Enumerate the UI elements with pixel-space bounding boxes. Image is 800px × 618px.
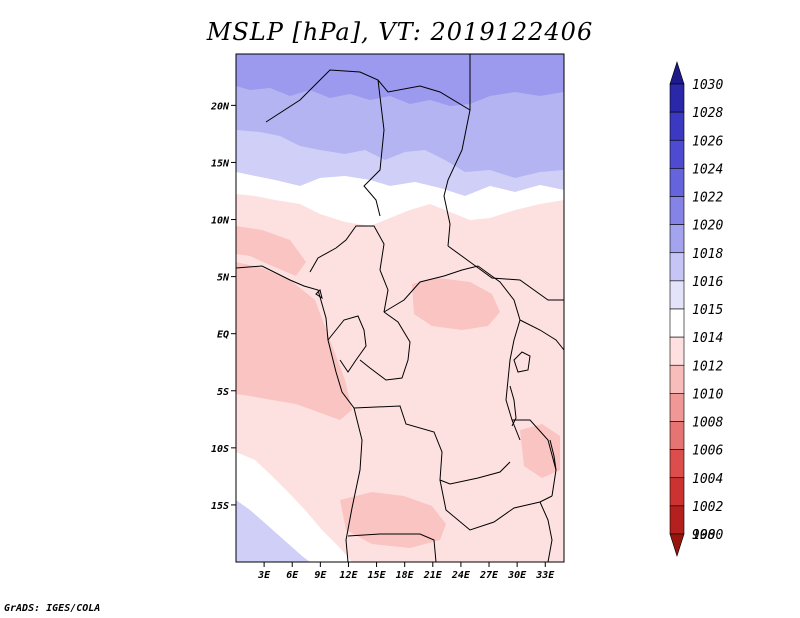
colorbar-label: 1024 [692,162,723,177]
border-north [265,54,471,123]
border-drc-north [359,311,411,381]
lat-tick-label: 20N [210,101,230,112]
border-tanzania [512,419,557,497]
colorbar-label: 1002 [692,500,723,515]
lon-tick-label: 3E [257,570,271,581]
map-title: MSLP [hPa], VT: 2019122406 [206,18,594,46]
lon-tick-label: 30E [507,570,527,581]
east-low-1010 [520,424,560,478]
lat-tick-label: 15N [211,158,230,169]
border-nigeria-chad [363,79,385,217]
lake-victoria [513,351,531,373]
colorbar-label: 1010 [692,387,723,402]
colorbar-label: 1022 [692,191,723,206]
colorbar-segment [669,336,685,366]
colorbar-label: 998 [692,528,716,543]
colorbar-label: 1026 [692,134,723,149]
border-sudan-south [447,245,564,301]
colorbar-bottom-arrow [669,533,685,557]
latitude-axis: 20N 15N 10N 5N EQ 5S 10S 15S [210,101,236,512]
colorbar-segment [669,505,685,535]
colorbar-label: 1018 [692,247,723,262]
colorbar-segment [669,168,685,197]
colorbar-label: 1015 [692,303,723,318]
colorbar-segment [669,252,685,282]
lon-tick-label: 9E [314,570,327,581]
colorbar-label: 1028 [692,106,723,121]
longitude-axis: 3E 6E 9E 12E 15E 18E 21E 24E 27E 30E 33E [257,562,555,581]
grads-credit: GrADS: IGES/COLA [4,603,101,614]
lat-tick-label: 5S [217,387,229,398]
country-borders [236,54,564,562]
colorbar-segment [669,139,685,169]
colorbar-segment [669,477,685,507]
border-drc-east [477,265,521,441]
colorbar-segment [669,224,685,254]
border-mozambique [539,501,553,562]
lat-tick-label: 10N [211,216,230,227]
colorbar-label: 1008 [692,416,723,431]
pressure-field [236,54,564,562]
lat-tick-label: 10S [211,444,229,455]
colorbar-segment [669,280,685,310]
colorbar-label: 1006 [692,444,723,459]
colorbar-label: 1000 [692,528,723,543]
border-west-coast [236,265,363,562]
colorbar-segment [669,308,685,338]
colorbar-label: 1020 [692,219,723,234]
colorbar-segment [669,421,685,450]
border-car [383,265,479,313]
border-congo [327,315,367,373]
colorbar-label: 1012 [692,359,723,374]
border-cameroon [309,225,389,313]
lat-tick-label: EQ [217,330,229,341]
colorbar-segment [669,393,685,422]
sahel-low-1010 [236,226,306,276]
colorbar-label: 1004 [692,472,723,487]
atlantic-low-1010 [236,262,352,420]
border-chad-sudan [443,109,471,247]
colorbar-top-arrow [669,61,685,85]
colorbar-segment [669,83,685,113]
colorbar-segment [669,364,685,394]
border-east-africa [519,319,564,351]
central-low-1010 [412,278,500,330]
lon-tick-label: 33E [535,570,555,581]
lon-tick-label: 27E [479,570,499,581]
colorbar: 1030 1028 1026 1024 1022 1020 1018 1016 1015 1014… [669,61,723,557]
gulf-islands [315,289,323,300]
colorbar-label: 1030 [692,78,723,93]
lake-tanganyika [509,385,517,427]
lat-tick-label: 5N [217,273,230,284]
lon-tick-label: 15E [368,570,387,581]
southwest-high-1016 [236,500,310,562]
high-1020-region [236,54,564,106]
lon-tick-label: 6E [286,570,299,581]
lon-tick-label: 18E [396,570,415,581]
lake-malawi [549,439,557,471]
lon-tick-label: 12E [339,570,358,581]
colorbar-segment [669,449,685,479]
lat-tick-label: 15S [211,501,229,512]
map-frame [235,53,565,563]
border-drc-angola [353,405,511,485]
border-angola-namibia [347,533,437,562]
lon-tick-label: 24E [451,570,471,581]
colorbar-label: 1016 [692,275,723,290]
colorbar-segment [669,196,685,225]
neutral-1014-band [236,172,564,226]
colorbar-label: 1014 [692,331,723,346]
colorbar-segment [669,111,685,141]
lon-tick-label: 21E [423,570,443,581]
